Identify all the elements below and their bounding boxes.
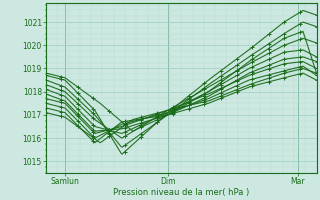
X-axis label: Pression niveau de la mer( hPa ): Pression niveau de la mer( hPa ) xyxy=(113,188,249,197)
